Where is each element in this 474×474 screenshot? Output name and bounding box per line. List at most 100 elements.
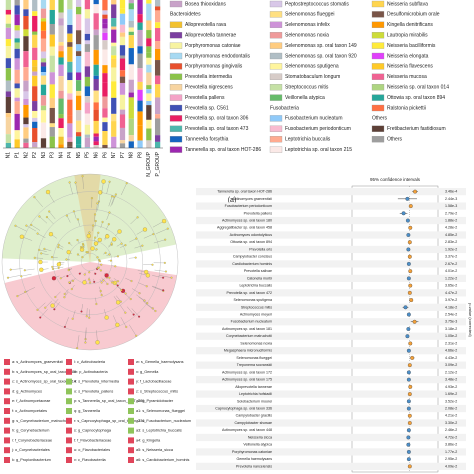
cladogram-node <box>117 280 120 283</box>
abundance-segment <box>40 138 47 148</box>
legend-swatch <box>169 84 183 91</box>
abundance-segment <box>93 75 99 79</box>
cladogram-branch <box>153 239 166 244</box>
diff-point <box>406 406 411 411</box>
cladogram-branch <box>46 216 54 224</box>
abundance-segment <box>32 15 38 32</box>
abundance-segment <box>119 32 126 37</box>
cladogram-node <box>79 247 85 252</box>
cladogram-node <box>146 302 149 305</box>
legend-label: Prevotella sp. oral taxon 306 <box>185 116 249 122</box>
legend-swatch <box>269 115 283 122</box>
cladogram-branch <box>131 308 140 317</box>
taxon-label: Actinomyces odontolyticus <box>230 233 273 237</box>
cladogram-branch <box>136 294 145 301</box>
legend-swatch <box>66 417 72 424</box>
legend-label: b: s_Actinomyces_sp_oral_taxon_180 <box>12 370 76 374</box>
abundance-segment <box>146 93 152 102</box>
abundance-segment <box>93 78 99 91</box>
cladogram-node <box>94 272 97 275</box>
abundance-segment <box>23 91 29 99</box>
legend-label: Neisseria elongata <box>387 53 429 59</box>
row-band <box>196 318 466 326</box>
abundance-segment <box>67 93 73 100</box>
abundance-segment <box>58 0 64 13</box>
abundance-segment <box>40 95 47 106</box>
cladogram-node <box>76 347 79 350</box>
abundance-segment <box>84 51 91 67</box>
p-value: 3.37e-2 <box>445 255 457 259</box>
legend-swatch <box>371 84 385 91</box>
abundance-segment <box>146 72 152 86</box>
abundance-segment <box>23 138 29 143</box>
abundance-segment <box>67 61 73 73</box>
cladogram-node <box>145 273 150 278</box>
abundance-segment <box>119 45 126 56</box>
cladogram-branch <box>119 305 126 313</box>
cladogram-node <box>112 237 117 242</box>
cladogram-branch <box>49 211 56 220</box>
cladogram-node <box>164 238 167 241</box>
legend-label: m: p_Actinobacteria <box>74 370 108 374</box>
cladogram-branch <box>116 295 121 302</box>
abundance-segment <box>128 48 134 65</box>
abundance-segment <box>102 0 108 11</box>
sample-label: N2 <box>23 152 29 159</box>
cladogram-ring <box>80 252 99 271</box>
sample-label: N8 <box>129 152 135 159</box>
cladogram-branch <box>125 278 132 282</box>
abundance-segment <box>84 44 91 52</box>
legend-label: Porphyromonas endodontalis <box>185 53 251 59</box>
diff-point <box>409 298 414 303</box>
cladogram-node <box>59 277 62 280</box>
legend-heading: Bacteroidetes <box>170 12 201 18</box>
cladogram-branch <box>129 324 137 336</box>
cladogram-branch <box>100 221 103 229</box>
abundance-segment <box>146 38 152 47</box>
diff-point <box>406 233 411 237</box>
cladogram-branch <box>126 306 134 315</box>
cladogram-node <box>97 266 100 269</box>
p-value: 1.92e-2 <box>445 247 457 251</box>
legend-label: f: o_Actinomycetales <box>12 409 47 413</box>
abundance-segment <box>111 0 117 5</box>
cladogram-node <box>74 181 77 184</box>
row-band <box>196 419 466 427</box>
legend-swatch <box>371 42 385 49</box>
abundance-segment <box>5 27 12 40</box>
p-value: 2.79e-2 <box>445 211 457 215</box>
p-value: 4.66e-2 <box>445 349 457 353</box>
abundance-segment <box>5 23 12 28</box>
legend-swatch <box>269 94 283 101</box>
abundance-segment <box>14 42 20 49</box>
cladogram-node <box>163 261 166 264</box>
legend-swatch <box>169 42 183 49</box>
cladogram-node <box>38 248 41 251</box>
p-value: 4.28e-2 <box>445 226 457 230</box>
taxon-label: Alloprevotella tannerae <box>235 385 272 389</box>
cladogram-branch <box>110 196 115 207</box>
abundance-segment <box>75 72 82 81</box>
cladogram-branch <box>106 181 110 194</box>
legend-heading: Fusobacteria <box>270 105 299 111</box>
abundance-segment <box>5 117 12 135</box>
cladogram-node <box>24 290 27 293</box>
abundance-segment <box>137 89 143 101</box>
cladogram-node <box>93 280 96 283</box>
abundance-segment <box>119 109 126 115</box>
taxon-label: Fusobacterium nucleatum <box>231 320 272 324</box>
legend-swatch <box>128 359 134 365</box>
taxon-label: Catonella morbi <box>247 276 272 280</box>
taxon-label: Actinomyces sp. oral taxon 172 <box>222 370 272 374</box>
cladogram-node <box>51 267 54 270</box>
abundance-segment <box>14 83 20 89</box>
cladogram-node <box>105 234 110 239</box>
legend-swatch <box>269 136 283 143</box>
legend-swatch <box>169 136 183 143</box>
diff-point <box>406 428 411 433</box>
legend-swatch <box>128 437 134 444</box>
taxon-label: Selenomonas flueggei <box>236 356 272 360</box>
cladogram-node <box>38 215 41 218</box>
abundance-segment <box>128 141 134 148</box>
abundance-segment <box>67 72 73 81</box>
